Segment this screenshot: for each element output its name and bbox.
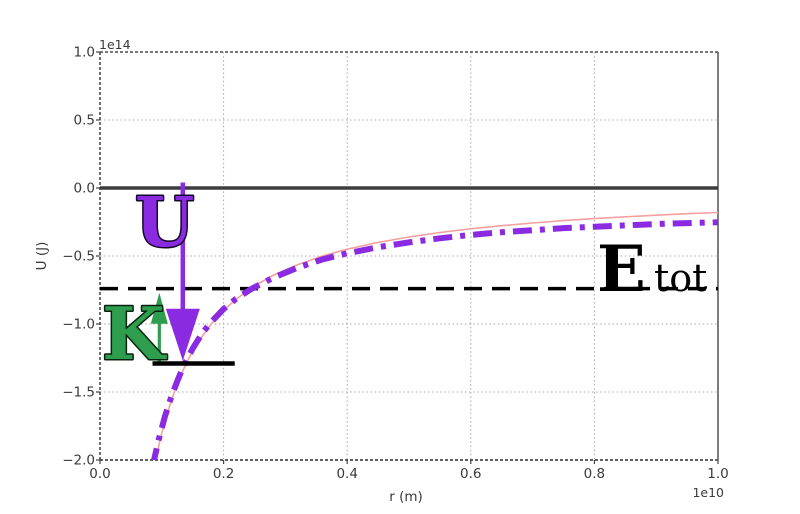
potential-energy-arrow-head (165, 308, 200, 361)
x-tick-label: 0.0 (89, 466, 110, 482)
y-tick-label: −1.5 (62, 385, 95, 401)
y-axis-label: U (J) (34, 242, 50, 271)
y-tick-label: 0.0 (74, 181, 95, 197)
total-energy-label-main: E (597, 232, 646, 307)
x-offset-scale-label: 1e10 (692, 485, 724, 500)
potential-energy-letter-label: U (135, 183, 194, 263)
x-tick-label: 0.2 (213, 466, 234, 482)
y-tick-label: −0.5 (62, 249, 95, 265)
x-tick-label: 0.4 (336, 466, 357, 482)
plot-generated-layer: 0.0 0.2 0.4 0.6 0.8 1.0 1.0 0.5 0.0 −0.5 −1.0 −1.5 −… (62, 45, 729, 482)
y-tick-label: −1.0 (62, 317, 95, 333)
kinetic-energy-letter-label: K (102, 291, 167, 376)
total-energy-label-subscript: tot (654, 256, 707, 300)
y-tick-label: 1.0 (74, 45, 95, 61)
y-tick-label: −2.0 (62, 453, 95, 469)
y-tick-label: 0.5 (74, 113, 95, 129)
x-tick-label: 0.8 (584, 466, 605, 482)
x-tick-label: 0.6 (460, 466, 481, 482)
y-offset-scale-label: 1e14 (99, 37, 131, 52)
x-axis-label: r (m) (389, 489, 423, 505)
potential-curve-emphasis (150, 219, 718, 460)
kinetic-energy-arrow-head (150, 292, 168, 324)
x-tick-label: 1.0 (707, 466, 728, 482)
